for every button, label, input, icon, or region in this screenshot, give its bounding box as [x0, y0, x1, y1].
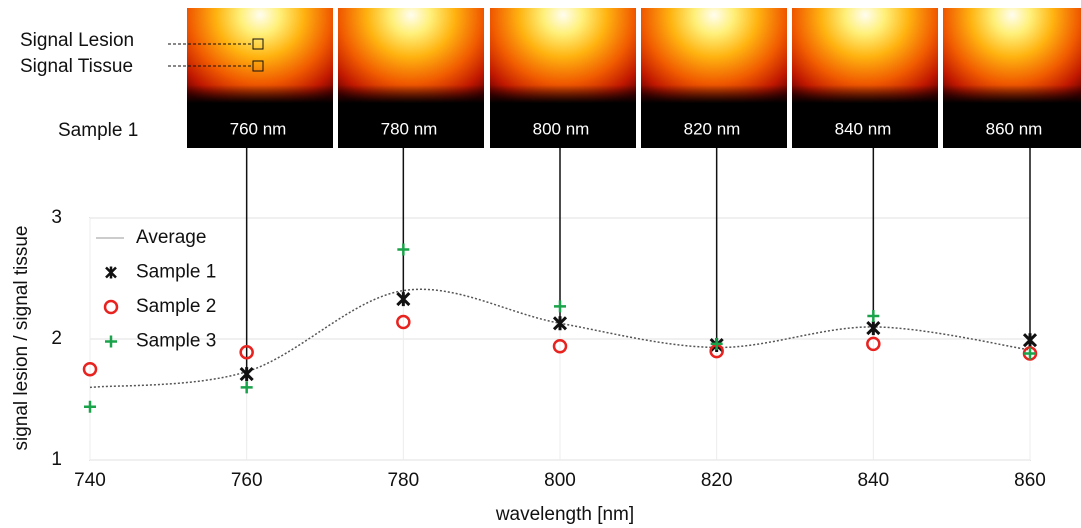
y-axis-label: signal lesion / signal tissue	[11, 226, 32, 451]
series	[241, 292, 1036, 381]
point	[397, 292, 409, 306]
x-tick-label: 820	[701, 470, 733, 491]
y-tick-label: 1	[51, 449, 62, 470]
y-tick-label: 2	[51, 328, 62, 349]
point	[397, 243, 409, 255]
point	[241, 367, 253, 381]
panel-label: 860 nm	[986, 119, 1043, 138]
panel-label: 760 nm	[230, 119, 287, 138]
point	[1024, 333, 1036, 347]
point	[84, 401, 96, 413]
x-tick-label: 840	[857, 470, 889, 491]
legend-label: Sample 3	[136, 331, 216, 352]
legend-marker	[105, 301, 117, 313]
x-axis-label: wavelength [nm]	[495, 504, 634, 525]
panel-label: 840 nm	[835, 119, 892, 138]
figure: Signal Lesion Signal Tissue Sample 1 760…	[0, 0, 1081, 528]
panel-label: 820 nm	[684, 119, 741, 138]
legend-label: Sample 2	[136, 296, 216, 317]
legend-marker	[105, 336, 117, 348]
signal-lesion-label: Signal Lesion	[20, 30, 134, 51]
point	[554, 316, 566, 330]
y-tick-label: 3	[51, 207, 62, 228]
legend: Average Sample 1 Sample 2 Sample 3	[96, 227, 216, 352]
point	[867, 321, 879, 335]
x-tick-label: 800	[544, 470, 576, 491]
x-tick-label: 760	[231, 470, 263, 491]
legend-label: Sample 1	[136, 262, 216, 283]
x-tick-label: 860	[1014, 470, 1046, 491]
panels: 760 nm 780 nm 800 nm 820 nm 840 nm 860 nm	[187, 8, 1081, 148]
panel-label: 780 nm	[381, 119, 438, 138]
legend-marker	[106, 267, 116, 279]
x-tick-label: 780	[387, 470, 419, 491]
sample-label: Sample 1	[58, 120, 138, 141]
point	[241, 381, 253, 393]
point	[554, 300, 566, 312]
point	[867, 310, 879, 322]
x-tick-label: 740	[74, 470, 106, 491]
panel-label: 800 nm	[533, 119, 590, 138]
signal-tissue-label: Signal Tissue	[20, 56, 133, 77]
legend-label: Average	[136, 227, 206, 248]
